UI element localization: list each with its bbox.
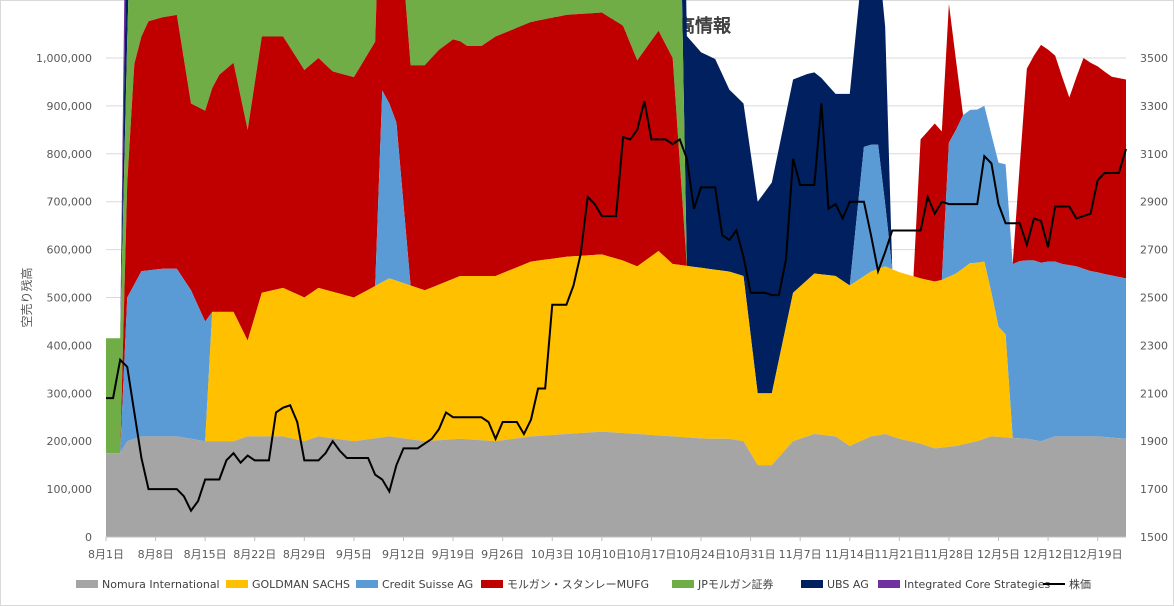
y-tick-label: 100,000	[47, 483, 93, 496]
area-series	[106, 0, 1126, 537]
area-nomura-international	[106, 431, 1126, 537]
legend-label: モルガン・スタンレーMUFG	[507, 578, 649, 591]
x-tick-label: 9月19日	[432, 548, 475, 561]
y-axis-left: 0 100,000 200,000 300,000 400,000 500,000 600,…	[36, 52, 92, 544]
y-axis-right: 1500 1700 1900 2100 2300 2500 2700 2900 3100 3300…	[1140, 52, 1168, 544]
y-tick-label: 800,000	[47, 148, 93, 161]
y-tick-label: 1,000,000	[36, 52, 92, 65]
y-tick-label: 700,000	[47, 196, 93, 209]
x-tick-label: 8月1日	[88, 548, 124, 561]
legend: Nomura International GOLDMAN SACHS Credit …	[76, 577, 1091, 591]
area-credit-suisse-ag	[106, 90, 1126, 454]
legend-swatch	[801, 580, 823, 588]
y2-tick-label: 3500	[1140, 52, 1168, 65]
y2-tick-label: 1500	[1140, 531, 1168, 544]
y2-tick-label: 3100	[1140, 148, 1168, 161]
legend-label: Nomura International	[102, 578, 220, 591]
y2-tick-label: 1900	[1140, 435, 1168, 448]
legend-label: JPモルガン証券	[697, 577, 774, 591]
legend-swatch	[481, 580, 503, 588]
legend-swatch	[226, 580, 248, 588]
x-tick-label: 12月19日	[1073, 548, 1123, 561]
x-tick-label: 11月14日	[825, 548, 875, 561]
legend-swatch	[672, 580, 694, 588]
y2-tick-label: 2300	[1140, 339, 1168, 352]
y-tick-label: 500,000	[47, 292, 93, 305]
legend-label: 株価	[1069, 577, 1091, 591]
y2-tick-label: 2700	[1140, 244, 1168, 257]
legend-swatch	[76, 580, 98, 588]
x-tick-label: 8月15日	[184, 548, 227, 561]
legend-swatch	[356, 580, 378, 588]
price-line-path	[106, 100, 1127, 513]
area-goldman-sachs	[106, 251, 1126, 466]
x-tick-label: 12月5日	[977, 548, 1020, 561]
legend-label: GOLDMAN SACHS	[252, 578, 350, 591]
y-tick-label: 200,000	[47, 435, 93, 448]
x-tick-label: 10月24日	[676, 548, 726, 561]
x-tick-label: 10月31日	[726, 548, 776, 561]
x-axis: 8月1日 8月8日 8月15日 8月22日 8月29日 9月5日 9月12日 9月19日 9月2…	[88, 536, 1126, 561]
x-tick-label: 9月5日	[336, 548, 372, 561]
y-tick-label: 400,000	[47, 339, 93, 352]
x-tick-label: 8月8日	[138, 548, 174, 561]
x-tick-label: 9月12日	[382, 548, 425, 561]
legend-label: Integrated Core Strategies	[904, 578, 1051, 591]
legend-swatch	[878, 580, 900, 588]
y2-tick-label: 1700	[1140, 483, 1168, 496]
area-ubs-ag	[106, 0, 1126, 394]
y2-tick-label: 3300	[1140, 100, 1168, 113]
y-tick-label: 0	[85, 531, 92, 544]
price-line	[106, 100, 1127, 513]
y2-tick-label: 2900	[1140, 196, 1168, 209]
x-tick-label: 10月17日	[626, 548, 676, 561]
x-tick-label: 8月22日	[233, 548, 276, 561]
y-tick-label: 300,000	[47, 387, 93, 400]
x-tick-label: 12月12日	[1023, 548, 1073, 561]
x-tick-label: 11月21日	[874, 548, 924, 561]
legend-label: Credit Suisse AG	[382, 578, 473, 591]
y-axis-label: 空売り残高	[19, 267, 34, 327]
area-jp-	[106, 0, 1126, 454]
legend-label: UBS AG	[827, 578, 869, 591]
x-tick-label: 8月29日	[283, 548, 326, 561]
y-tick-label: 900,000	[47, 100, 93, 113]
x-tick-label: 11月28日	[924, 548, 974, 561]
area--mufg	[106, 0, 1126, 454]
x-tick-label: 10月10日	[577, 548, 627, 561]
x-tick-label: 10月3日	[531, 548, 574, 561]
y2-tick-label: 2500	[1140, 292, 1168, 305]
y-tick-label: 600,000	[47, 244, 93, 257]
y2-tick-label: 2100	[1140, 387, 1168, 400]
x-tick-label: 11月7日	[779, 548, 822, 561]
x-tick-label: 9月26日	[481, 548, 524, 561]
